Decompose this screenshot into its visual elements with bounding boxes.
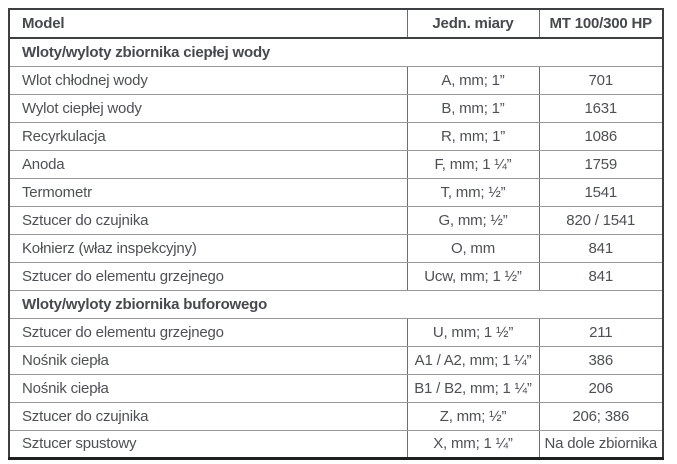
row-unit-cell: B, mm; 1” xyxy=(406,93,540,123)
section-header-row: Wloty/wyloty zbiornika buforowego xyxy=(8,289,664,319)
row-unit-cell: G, mm; ½” xyxy=(406,205,540,235)
table-row: Anoda F, mm; 1 ¼” 1759 xyxy=(8,149,664,179)
row-value-cell: 841 xyxy=(538,233,664,263)
row-label-cell: Sztucer do elementu grzejnego xyxy=(8,317,408,347)
row-label-cell: Recyrkulacja xyxy=(8,121,408,151)
col-header-mt-100-300-hp: MT 100/300 HP xyxy=(538,8,664,39)
col-header-jedn-miary: Jedn. miary xyxy=(406,8,540,39)
row-value-cell: 701 xyxy=(538,65,664,95)
table-row: Sztucer do czujnika G, mm; ½” 820 / 1541 xyxy=(8,205,664,235)
row-unit-cell: U, mm; 1 ½” xyxy=(406,317,540,347)
spec-table: Model Jedn. miary MT 100/300 HP Wloty/wy… xyxy=(8,8,664,460)
row-label-cell: Nośnik ciepła xyxy=(8,373,408,403)
col-header-model: Model xyxy=(8,8,408,39)
row-unit-cell: A1 / A2, mm; 1 ¼” xyxy=(406,345,540,375)
row-value-cell: 841 xyxy=(538,261,664,291)
row-label-cell: Anoda xyxy=(8,149,408,179)
row-label-cell: Termometr xyxy=(8,177,408,207)
table-row: Kołnierz (właz inspekcyjny) O, mm 841 xyxy=(8,233,664,263)
row-label-cell: Wlot chłodnej wody xyxy=(8,65,408,95)
row-value-cell: 1086 xyxy=(538,121,664,151)
row-label-cell: Wylot ciepłej wody xyxy=(8,93,408,123)
row-value-cell: 1541 xyxy=(538,177,664,207)
header-row: Model Jedn. miary MT 100/300 HP xyxy=(8,8,664,39)
row-label-cell: Kołnierz (właz inspekcyjny) xyxy=(8,233,408,263)
table-row: Recyrkulacja R, mm; 1” 1086 xyxy=(8,121,664,151)
row-unit-cell: A, mm; 1” xyxy=(406,65,540,95)
row-value-cell: 1631 xyxy=(538,93,664,123)
row-label-cell: Nośnik ciepła xyxy=(8,345,408,375)
row-value-cell: 211 xyxy=(538,317,664,347)
row-unit-cell: F, mm; 1 ¼” xyxy=(406,149,540,179)
table-row: Termometr T, mm; ½” 1541 xyxy=(8,177,664,207)
row-unit-cell: B1 / B2, mm; 1 ¼” xyxy=(406,373,540,403)
spec-table-container: Model Jedn. miary MT 100/300 HP Wloty/wy… xyxy=(8,8,664,460)
section-header-row: Wloty/wyloty zbiornika ciepłej wody xyxy=(8,37,664,67)
table-row: Nośnik ciepła B1 / B2, mm; 1 ¼” 206 xyxy=(8,373,664,403)
table-row: Wlot chłodnej wody A, mm; 1” 701 xyxy=(8,65,664,95)
row-unit-cell: R, mm; 1” xyxy=(406,121,540,151)
row-value-cell: 820 / 1541 xyxy=(538,205,664,235)
row-unit-cell: T, mm; ½” xyxy=(406,177,540,207)
row-label-cell: Sztucer do czujnika xyxy=(8,205,408,235)
section-title: Wloty/wyloty zbiornika ciepłej wody xyxy=(8,37,664,67)
row-unit-cell: Ucw, mm; 1 ½” xyxy=(406,261,540,291)
table-row: Sztucer spustowy X, mm; 1 ¼” Na dole zbi… xyxy=(8,429,664,459)
table-row: Nośnik ciepła A1 / A2, mm; 1 ¼” 386 xyxy=(8,345,664,375)
row-unit-cell: O, mm xyxy=(406,233,540,263)
row-value-cell: Na dole zbiornika xyxy=(538,429,664,459)
table-row: Wylot ciepłej wody B, mm; 1” 1631 xyxy=(8,93,664,123)
row-value-cell: 206 xyxy=(538,373,664,403)
row-unit-cell: Z, mm; ½” xyxy=(406,401,540,431)
row-label-cell: Sztucer spustowy xyxy=(8,429,408,459)
row-unit-cell: X, mm; 1 ¼” xyxy=(406,429,540,459)
row-value-cell: 386 xyxy=(538,345,664,375)
row-label-cell: Sztucer do czujnika xyxy=(8,401,408,431)
section-title: Wloty/wyloty zbiornika buforowego xyxy=(8,289,664,319)
table-row: Sztucer do elementu grzejnego U, mm; 1 ½… xyxy=(8,317,664,347)
table-row: Sztucer do elementu grzejnego Ucw, mm; 1… xyxy=(8,261,664,291)
row-value-cell: 1759 xyxy=(538,149,664,179)
row-value-cell: 206; 386 xyxy=(538,401,664,431)
table-row: Sztucer do czujnika Z, mm; ½” 206; 386 xyxy=(8,401,664,431)
row-label-cell: Sztucer do elementu grzejnego xyxy=(8,261,408,291)
